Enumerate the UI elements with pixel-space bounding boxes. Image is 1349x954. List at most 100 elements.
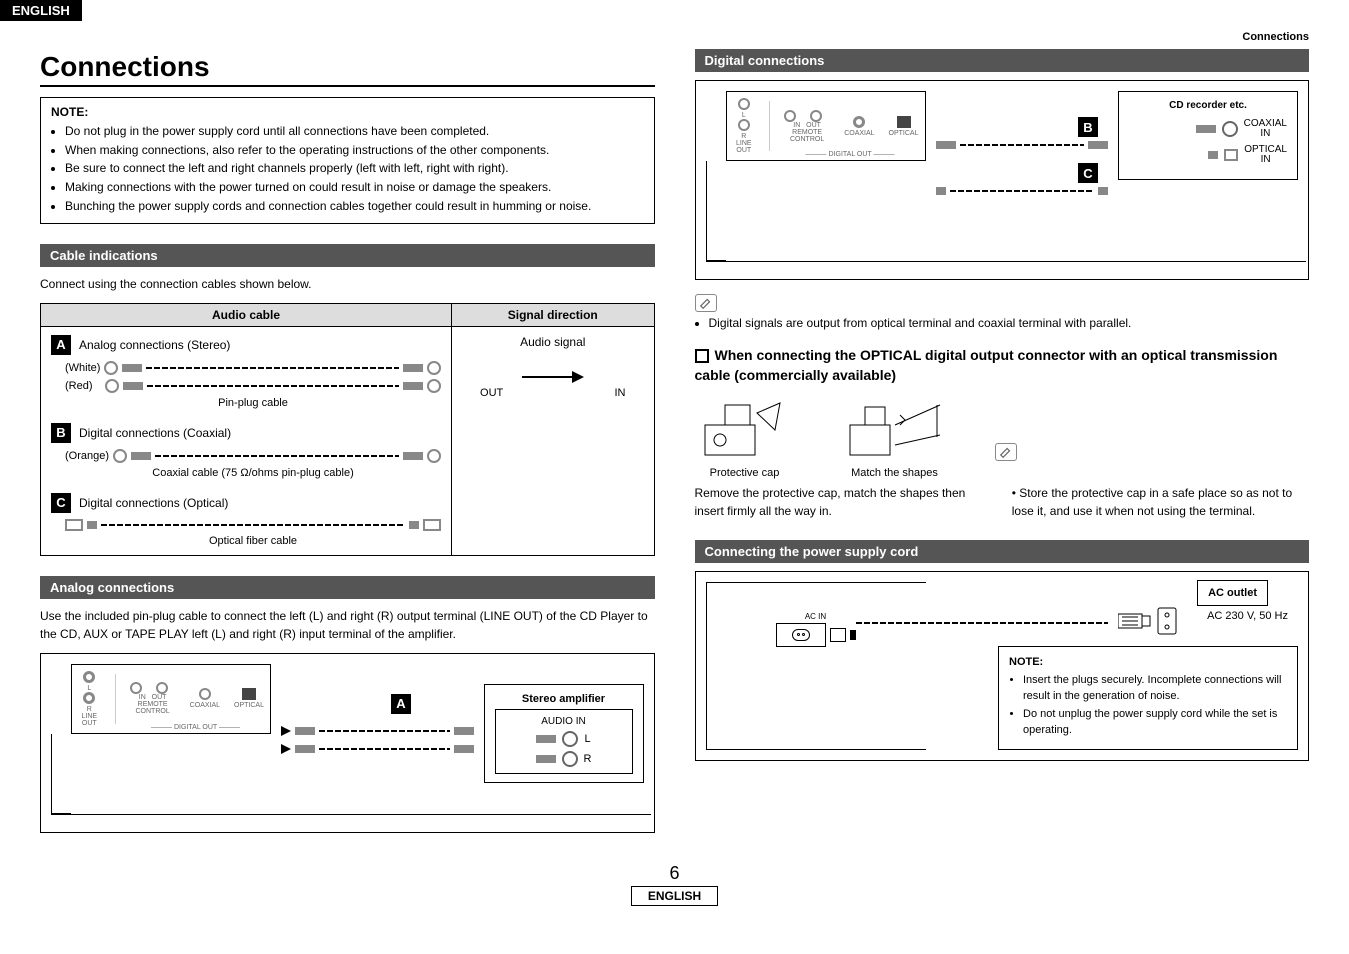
col-signal-direction: Signal direction bbox=[452, 303, 654, 326]
row-c-heading: Digital connections (Optical) bbox=[79, 496, 228, 510]
red-label: (Red) bbox=[65, 380, 93, 392]
jack-icon bbox=[105, 379, 119, 393]
in-label: IN bbox=[615, 387, 626, 399]
coax-caption: Coaxial cable (75 Ω/ohms pin-plug cable) bbox=[65, 467, 441, 479]
corner-line bbox=[706, 261, 1306, 262]
optical-subhead-row: When connecting the OPTICAL digital outp… bbox=[695, 346, 1310, 385]
row-a-heading: Analog connections (Stereo) bbox=[79, 338, 230, 352]
stereo-amp-header: Stereo amplifier bbox=[495, 693, 633, 705]
arrow-right-icon bbox=[281, 726, 291, 736]
coax-in-label: IN bbox=[1244, 129, 1287, 139]
plug-icon bbox=[454, 745, 474, 753]
optical-subhead: When connecting the OPTICAL digital outp… bbox=[695, 347, 1278, 383]
pencil-icon bbox=[995, 443, 1017, 461]
cable-line bbox=[319, 730, 450, 732]
jack-icon bbox=[427, 379, 441, 393]
section-power-cord: Connecting the power supply cord bbox=[695, 540, 1310, 563]
jack-icon bbox=[427, 361, 441, 375]
signal-direction-cell: Audio signal OUT IN bbox=[452, 326, 654, 555]
recorder-box: CD recorder etc. COAXIAL IN OPTICAL IN bbox=[1118, 91, 1298, 180]
jack-icon bbox=[427, 449, 441, 463]
device-back-panel: L R LINE OUT IN OUT REMOTE CONTROL bbox=[726, 91, 926, 161]
arrow-right-icon bbox=[281, 744, 291, 754]
power-note-label: NOTE: bbox=[1009, 655, 1287, 671]
l-label: L bbox=[584, 733, 590, 745]
device-back-panel: L R LINE OUT IN OUT REMOTE CONTROL bbox=[71, 664, 271, 734]
letter-b-icon: B bbox=[51, 423, 71, 443]
note-list: Do not plug in the power supply cord unt… bbox=[51, 123, 644, 215]
cable-line bbox=[101, 524, 405, 526]
power-diagram: AC IN bbox=[695, 571, 1310, 761]
audio-in-label: AUDIO IN bbox=[502, 716, 626, 727]
plug-icon bbox=[454, 727, 474, 735]
section-digital-connections: Digital connections bbox=[695, 49, 1310, 72]
pencil-icon bbox=[695, 294, 717, 312]
digital-note-bullet: Digital signals are output from optical … bbox=[709, 316, 1310, 330]
note-item: When making connections, also refer to t… bbox=[65, 142, 644, 159]
corner-line bbox=[51, 814, 651, 815]
power-note-item: Insert the plugs securely. Incomplete co… bbox=[1023, 673, 1287, 705]
plug-icon bbox=[131, 452, 151, 460]
wall-plug-icon bbox=[1118, 606, 1178, 639]
ac-outlet-label: AC outlet bbox=[1197, 580, 1268, 606]
plug-icon bbox=[403, 382, 423, 390]
cable-line bbox=[319, 748, 450, 750]
arrow-line bbox=[522, 376, 572, 378]
white-label: (White) bbox=[65, 362, 100, 374]
plug-icon bbox=[403, 364, 423, 372]
note-item: Do not plug in the power supply cord unt… bbox=[65, 123, 644, 140]
match-shapes-illustration bbox=[845, 395, 945, 465]
note-item: Making connections with the power turned… bbox=[65, 179, 644, 196]
optical-in-label: IN bbox=[1244, 155, 1287, 165]
cable-table: Audio cable Signal direction A Analog co… bbox=[40, 303, 655, 556]
optical-port-icon bbox=[423, 519, 441, 531]
ac-spec: AC 230 V, 50 Hz bbox=[1207, 610, 1288, 622]
letter-b-inline: B bbox=[1078, 117, 1098, 137]
row-b-heading: Digital connections (Coaxial) bbox=[79, 426, 231, 440]
arrow-right-icon bbox=[572, 371, 584, 383]
checkbox-icon bbox=[695, 349, 709, 363]
plug-icon bbox=[123, 382, 143, 390]
jack-icon bbox=[104, 361, 118, 375]
cable-intro: Connect using the connection cables show… bbox=[40, 275, 655, 293]
note-label: NOTE: bbox=[51, 104, 644, 121]
note-item: Bunching the power supply cords and conn… bbox=[65, 198, 644, 215]
analog-diagram: L R LINE OUT IN OUT REMOTE CONTROL bbox=[40, 653, 655, 833]
protective-cap-illustration bbox=[695, 395, 795, 465]
out-label: OUT bbox=[480, 387, 503, 399]
orange-label: (Orange) bbox=[65, 450, 109, 462]
section-cable-indications: Cable indications bbox=[40, 244, 655, 267]
power-note-box: NOTE: Insert the plugs securely. Incompl… bbox=[998, 646, 1298, 750]
cable-line bbox=[155, 455, 399, 457]
optical-right-text: • Store the protective cap in a safe pla… bbox=[1012, 485, 1309, 520]
jack-icon bbox=[113, 449, 127, 463]
corner-line bbox=[51, 734, 71, 814]
r-label: R bbox=[584, 753, 592, 765]
plug-icon bbox=[295, 727, 315, 735]
section-analog-connections: Analog connections bbox=[40, 576, 655, 599]
power-note-item: Do not unplug the power supply cord whil… bbox=[1023, 707, 1287, 739]
match-shapes-caption: Match the shapes bbox=[845, 467, 945, 479]
pin-plug-caption: Pin-plug cable bbox=[65, 397, 441, 409]
plug-icon bbox=[122, 364, 142, 372]
letter-c-icon: C bbox=[51, 493, 71, 513]
top-right-chapter: Connections bbox=[695, 31, 1310, 43]
page-number: 6 bbox=[0, 863, 1349, 884]
digital-diagram: L R LINE OUT IN OUT REMOTE CONTROL bbox=[695, 80, 1310, 280]
optical-caption: Optical fiber cable bbox=[65, 535, 441, 547]
language-tab: ENGLISH bbox=[0, 0, 82, 21]
note-item: Be sure to connect the left and right ch… bbox=[65, 160, 644, 177]
stereo-amp-box: Stereo amplifier AUDIO IN L R bbox=[484, 684, 644, 783]
optical-left-text: Remove the protective cap, match the sha… bbox=[695, 485, 992, 520]
plug-icon bbox=[87, 521, 97, 529]
plug-icon bbox=[295, 745, 315, 753]
audio-signal-label: Audio signal bbox=[462, 335, 643, 349]
top-note-box: NOTE: Do not plug in the power supply co… bbox=[40, 97, 655, 224]
cable-line bbox=[147, 385, 400, 387]
analog-para: Use the included pin-plug cable to conne… bbox=[40, 607, 655, 643]
footer-language: ENGLISH bbox=[631, 886, 718, 906]
cable-cell-audio: A Analog connections (Stereo) (White) bbox=[41, 326, 452, 555]
cable-line bbox=[146, 367, 399, 369]
letter-a-icon: A bbox=[51, 335, 71, 355]
optical-port-icon bbox=[65, 519, 83, 531]
